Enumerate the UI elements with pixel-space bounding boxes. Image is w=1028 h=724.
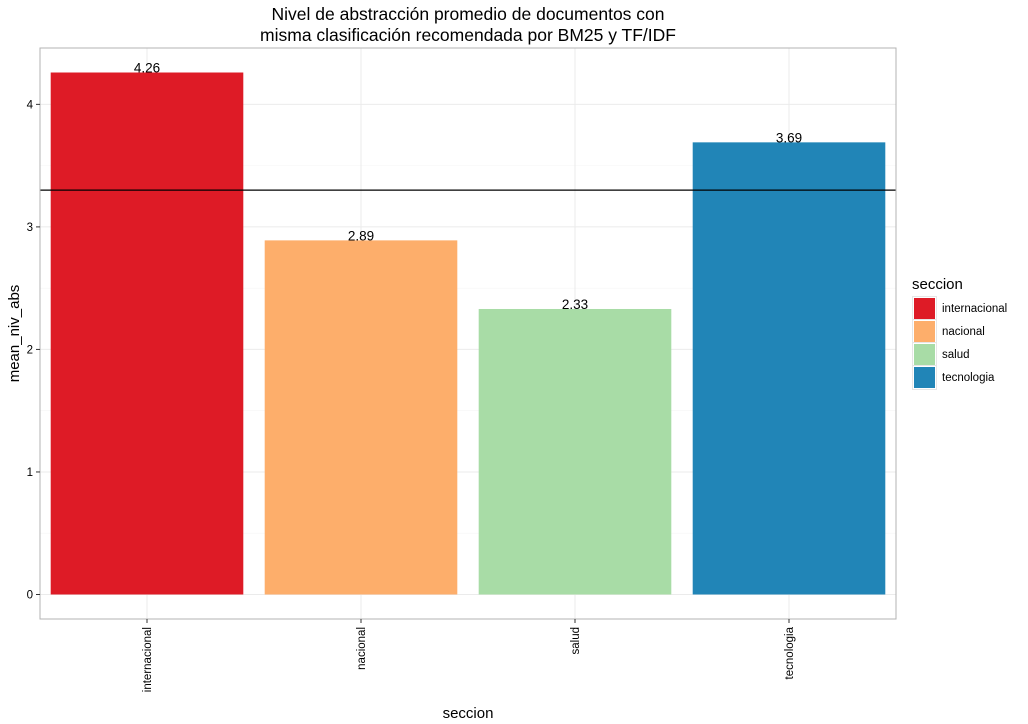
y-tick-label: 0: [27, 589, 33, 601]
value-label-nacional: 2.89: [348, 228, 374, 243]
y-tick-label: 4: [27, 99, 34, 111]
legend-label-salud: salud: [942, 348, 970, 361]
bar-tecnologia: [692, 142, 886, 595]
x-tick-label-tecnologia: tecnologia: [784, 626, 796, 679]
y-axis-title: mean_niv_abs: [6, 285, 23, 383]
legend-label-internacional: internacional: [942, 302, 1008, 315]
x-axis-title: seccion: [443, 705, 494, 722]
legend-title: seccion: [912, 276, 963, 293]
y-tick-label: 3: [27, 222, 33, 234]
chart-title-line-2: misma clasificación recomendada por BM25…: [260, 25, 676, 45]
y-tick-label: 2: [27, 344, 33, 356]
x-tick-label-internacional: internacional: [142, 627, 154, 692]
legend-item-salud: salud: [912, 342, 1007, 367]
x-tick-label-nacional: nacional: [356, 627, 368, 670]
legend: seccion internacional nacional salud tecnol…: [912, 276, 1008, 390]
y-tick-label: 1: [27, 467, 33, 479]
legend-key-internacional: [912, 296, 937, 321]
legend-item-tecnologia: tecnologia: [912, 365, 1007, 390]
value-label-tecnologia: 3.69: [776, 130, 802, 145]
legend-item-internacional: internacional: [912, 296, 1008, 321]
value-label-salud: 2.33: [562, 297, 588, 312]
bar-salud: [478, 308, 672, 595]
legend-item-nacional: nacional: [912, 319, 1007, 344]
bar-nacional: [264, 240, 458, 595]
chart-title-line-1: Nivel de abstracción promedio de documen…: [271, 4, 665, 24]
value-label-internacional: 4.26: [134, 61, 160, 76]
chart-title: Nivel de abstracción promedio de documen…: [40, 4, 896, 46]
bar-internacional: [50, 72, 244, 595]
legend-key-nacional: [912, 319, 937, 344]
legend-key-salud: [912, 342, 937, 367]
legend-label-nacional: nacional: [942, 325, 985, 338]
legend-label-tecnologia: tecnologia: [942, 371, 995, 384]
x-tick-label-salud: salud: [570, 627, 582, 655]
legend-key-tecnologia: [912, 365, 937, 390]
panel-border: [39, 47, 897, 620]
